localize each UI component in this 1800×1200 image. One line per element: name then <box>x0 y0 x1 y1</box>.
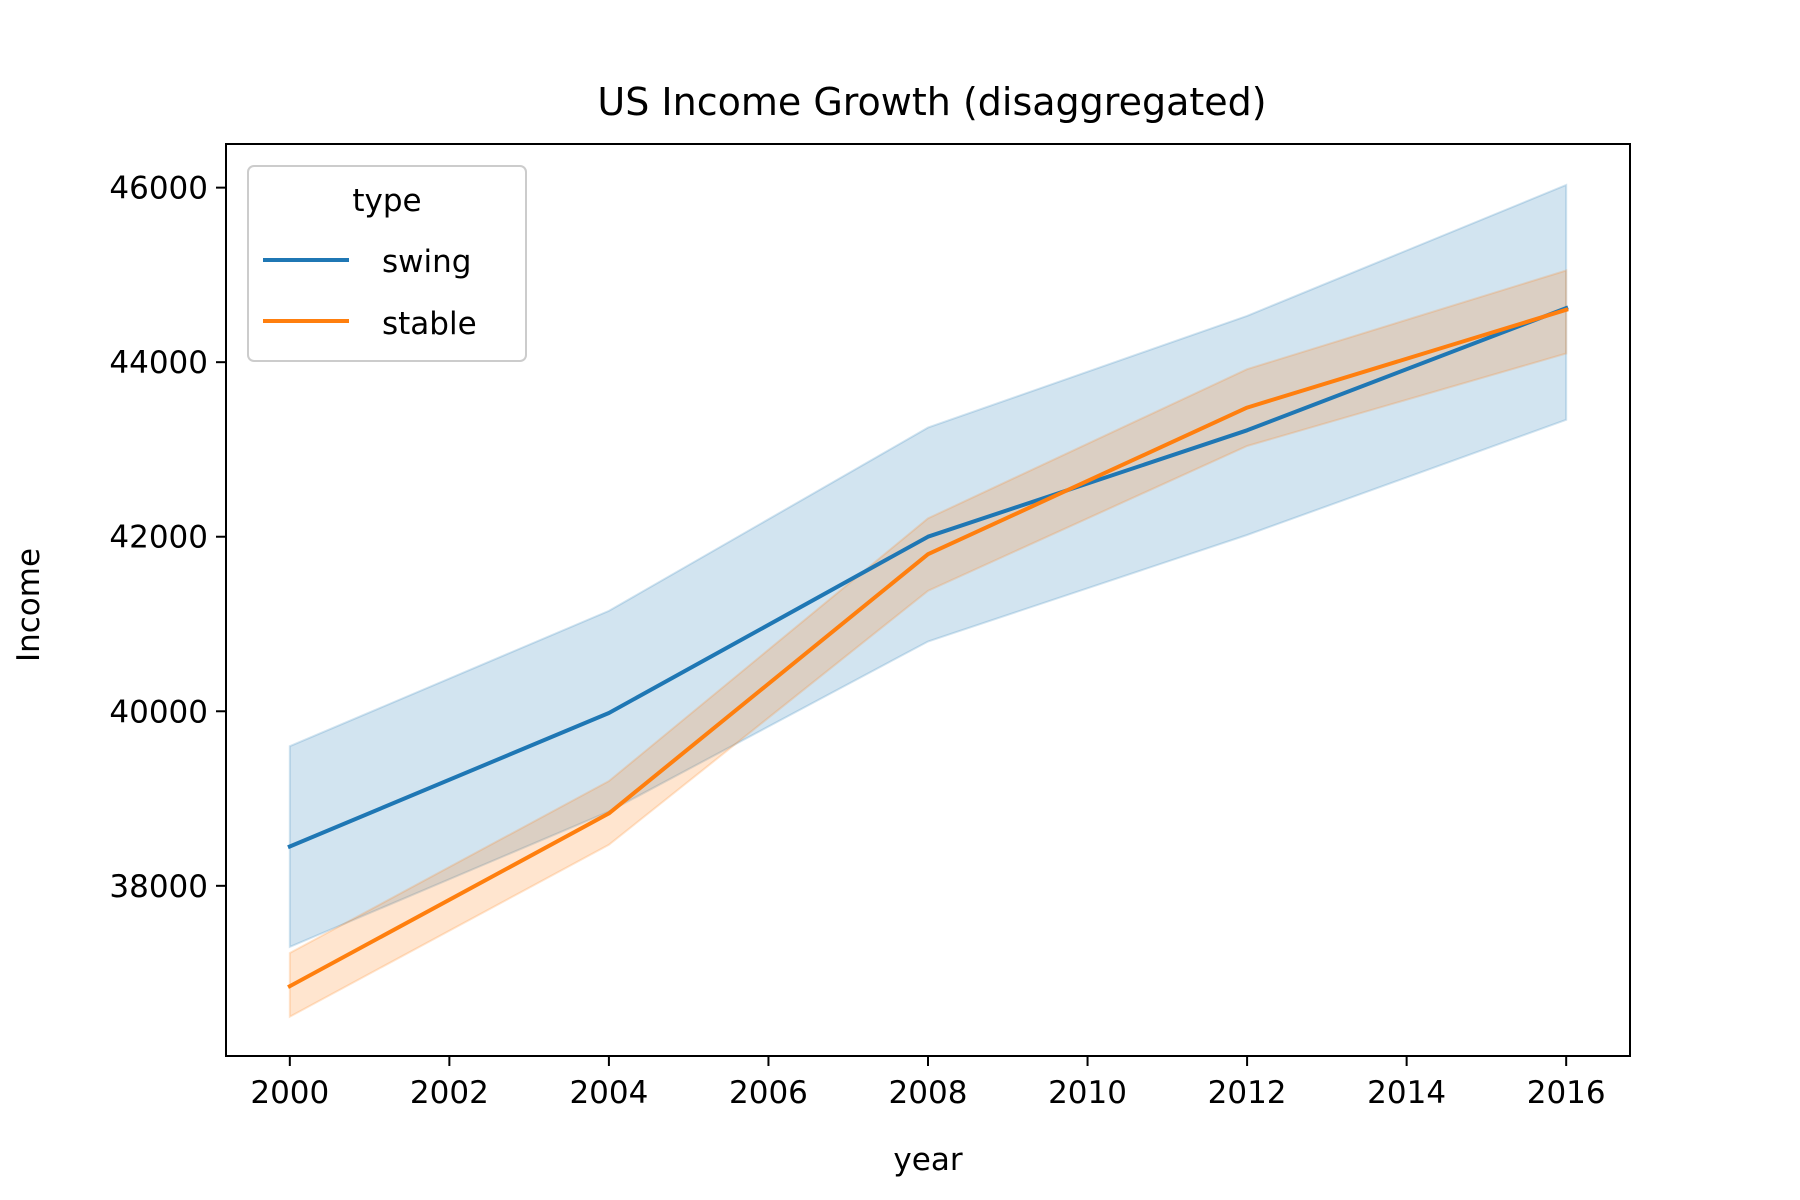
y-tick-label: 42000 <box>109 520 208 556</box>
legend-box <box>247 165 527 362</box>
chart-title: US Income Growth (disaggregated) <box>597 80 1266 124</box>
legend-label-stable: stable <box>382 306 477 342</box>
x-tick-label: 2008 <box>889 1075 968 1111</box>
x-tick-label: 2002 <box>410 1075 489 1111</box>
x-tick-label: 2014 <box>1367 1075 1446 1111</box>
x-tick-label: 2010 <box>1048 1075 1127 1111</box>
y-tick-label: 40000 <box>109 694 208 730</box>
y-axis-ticks: 38000 40000 42000 44000 46000 <box>109 171 226 905</box>
legend: type swing stable <box>247 165 527 362</box>
x-tick-label: 2006 <box>729 1075 808 1111</box>
series-line-stable <box>287 307 1569 989</box>
y-tick-label: 38000 <box>109 869 208 905</box>
x-tick-label: 2004 <box>569 1075 648 1111</box>
y-axis-label: Income <box>11 548 47 662</box>
y-tick-label: 46000 <box>109 171 208 207</box>
ci-band-stable <box>288 269 1568 1019</box>
x-tick-label: 2016 <box>1527 1075 1606 1111</box>
x-axis-label: year <box>893 1142 962 1178</box>
confidence-bands <box>288 183 1568 1019</box>
x-tick-label: 2000 <box>250 1075 329 1111</box>
x-tick-label: 2012 <box>1208 1075 1287 1111</box>
legend-title: type <box>352 183 421 219</box>
legend-label-swing: swing <box>382 244 471 280</box>
ci-band-swing <box>288 183 1568 949</box>
series-line-swing <box>287 305 1569 850</box>
series-lines <box>287 305 1569 989</box>
x-axis-ticks: 2000 2002 2004 2006 2008 2010 2012 2014 2016 <box>250 1056 1606 1111</box>
y-tick-label: 44000 <box>109 345 208 381</box>
